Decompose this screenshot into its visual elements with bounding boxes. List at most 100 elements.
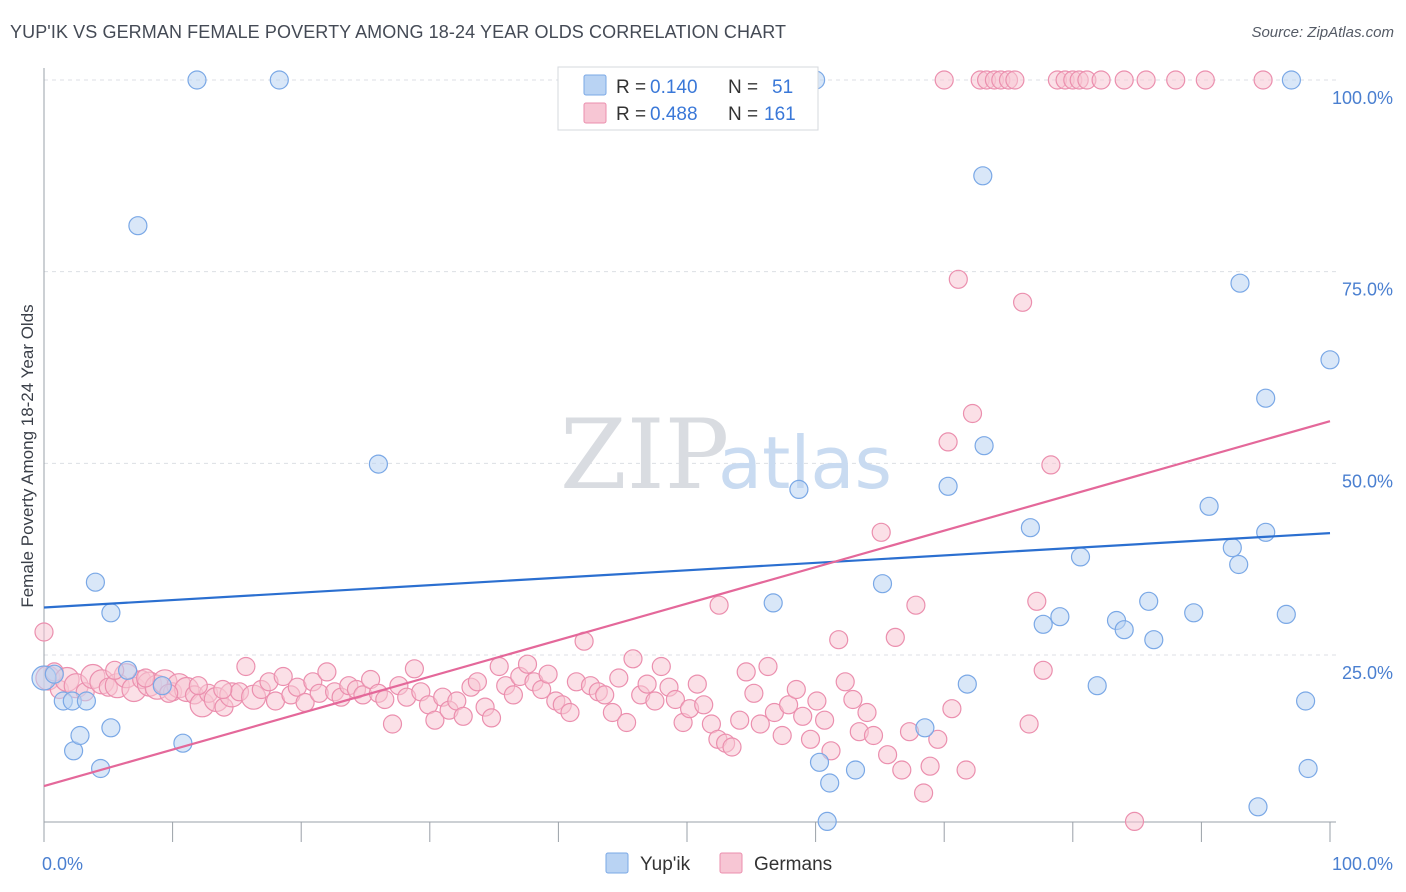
yupik-point [368,454,388,474]
yupik-point [1276,604,1296,625]
germans-point [453,706,473,726]
germans-point [623,649,643,669]
legend-n-label-2: N = [728,104,758,125]
yupik-point [128,216,148,236]
legend-r-label-2: R = [616,104,646,125]
yupik-point [938,476,958,496]
y-tick-labels: 25.0% 50.0% 75.0% 100.0% [1332,88,1393,683]
yupik-point [820,773,840,793]
germans-point [857,702,877,723]
germans-point [956,760,976,780]
legend-swatch-germans [583,102,607,124]
y-tick-label: 75.0% [1342,280,1393,300]
germans-point [722,737,742,757]
legend-bottom: Yup'ik Germans [605,852,832,875]
germans-point [1253,70,1273,90]
germans-point [730,710,750,730]
bottom-legend-swatch-germans [719,852,743,874]
germans-point [375,689,395,710]
germans-point [906,595,926,615]
yupik-point [1222,538,1242,558]
germans-point [843,689,863,710]
watermark: ZIP atlas [560,399,892,511]
germans-point [1091,70,1111,90]
chart-title: YUP'IK VS GERMAN FEMALE POVERTY AMONG 18… [10,22,787,42]
yupik-point [1256,388,1276,408]
yupik-point [957,674,977,694]
germans-point [1019,714,1039,734]
germans-point [920,756,940,776]
germans-point [829,630,849,650]
germans-point [317,662,337,682]
germans-point [948,269,968,289]
germans-point [595,685,615,705]
germans-point [1166,70,1186,90]
yupik-point [85,572,106,592]
germans-point [1041,455,1061,475]
germans-point [1033,660,1053,680]
legend-n-value-2: 161 [764,104,796,125]
yupik-point [44,664,64,684]
trend-lines [43,420,1331,788]
yupik-point [1298,758,1318,779]
source-label: Source: ZipAtlas.com [1251,24,1394,41]
bottom-legend-yupik: Yup'ik [640,854,691,875]
germans-point [637,674,657,694]
yupik-point [763,593,783,613]
yupik-point [1050,607,1070,627]
germans-point [744,683,764,703]
germans-point [835,672,855,692]
yupik-point [1020,518,1041,538]
yupik-point [70,725,90,746]
germans-point [136,668,156,688]
yupik-point [152,676,172,696]
yupik-point [76,691,97,711]
y-tick-label: 25.0% [1342,663,1393,683]
yupik-point [101,718,121,738]
germans-point [34,622,54,642]
germans-point [213,679,233,700]
germans-point [1195,70,1215,90]
germans-point [942,699,962,719]
legend-r-value-2: 0.488 [650,104,698,125]
gridlines [44,79,1336,656]
x-tick-label: 100.0% [1332,854,1393,874]
germans-point [404,659,424,679]
yupik-trend-line [43,532,1331,609]
germans-point [1114,70,1134,90]
germans-point [962,403,983,424]
yupik-point [1229,554,1249,575]
legend-n-label-1: N = [728,77,758,98]
yupik-point [1295,691,1316,711]
germans-trend-line [43,420,1331,788]
germans-point [758,656,778,677]
bottom-legend-swatch-yupik [605,852,629,874]
germans-point [481,708,502,728]
germans-point [489,656,509,677]
germans-point [938,432,958,452]
germans-point [425,710,445,730]
legend-r-label-1: R = [616,77,646,98]
germans-point [821,741,841,761]
yupik-point [817,811,837,832]
germans-point [651,656,671,677]
germans-point [645,691,665,711]
germans-point [709,595,729,615]
germans-point [814,710,835,730]
germans-point [665,689,686,710]
germans-point [877,745,898,765]
legend-top: R = 0.140 N = 51 R = 0.488 N = 161 [557,66,819,131]
yupik-point [1070,547,1091,567]
yupik-point [1256,522,1276,542]
yupik-point [1087,676,1107,696]
yupik-point [269,70,289,90]
germans-point [800,729,821,749]
germans-point [807,691,827,711]
germans-point [1136,70,1156,90]
yupik-point [915,718,935,738]
germans-point [694,695,714,715]
germans-point [188,676,208,696]
y-axis-label: Female Poverty Among 18-24 Year Olds [18,304,37,607]
germans-point [236,656,256,677]
germans-point [687,674,707,694]
